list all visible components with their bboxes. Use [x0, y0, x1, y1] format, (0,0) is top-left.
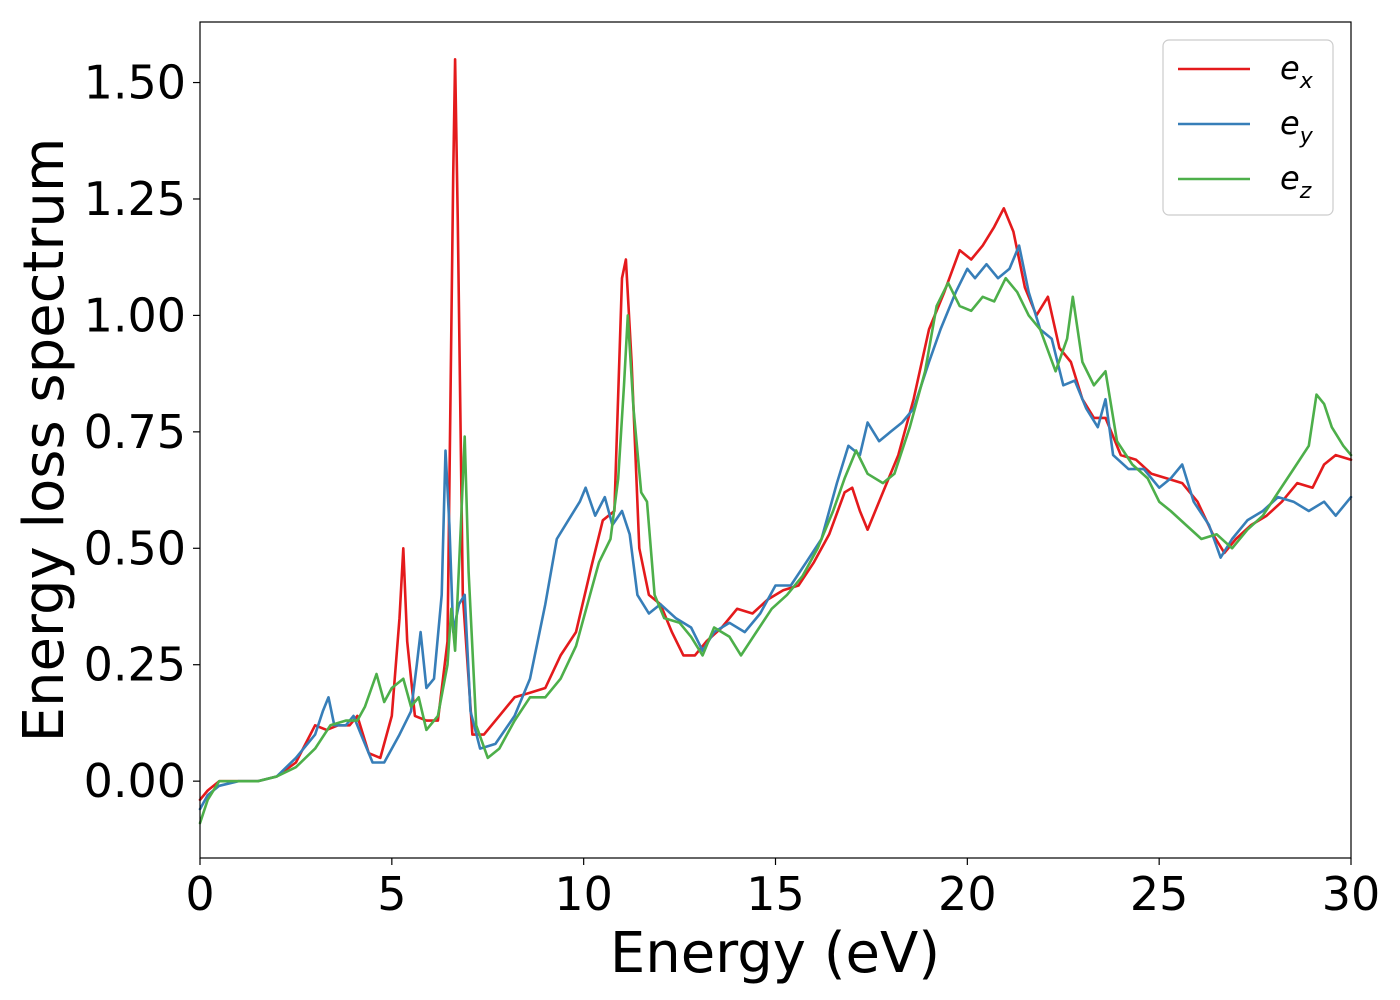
- x-tick-label: 10: [554, 867, 613, 921]
- x-tick-label: 25: [1130, 867, 1189, 921]
- y-tick-label: 0.00: [84, 754, 186, 808]
- y-axis-title: Energy loss spectrum: [12, 138, 77, 743]
- y-tick-label: 0.25: [84, 638, 186, 692]
- x-tick-label: 5: [377, 867, 406, 921]
- series-group: [198, 58, 1353, 825]
- legend-label-subscript: y: [1299, 124, 1314, 149]
- series-line-e-y: [198, 244, 1353, 811]
- legend-label-subscript: x: [1299, 69, 1314, 94]
- y-tick-label: 1.00: [84, 288, 186, 342]
- x-tick-label: 20: [938, 867, 997, 921]
- x-tick-label: 30: [1322, 867, 1381, 921]
- x-axis-title: Energy (eV): [610, 921, 940, 986]
- y-tick-label: 1.50: [84, 56, 186, 110]
- legend-label-subscript: z: [1299, 179, 1312, 204]
- y-tick-label: 0.75: [84, 405, 186, 459]
- x-tick-label: 0: [185, 867, 214, 921]
- series-line-e-z: [198, 276, 1353, 825]
- y-axis-ticks: 0.00 0.25 0.50 0.75 1.00 1.25 1.50: [84, 56, 200, 808]
- legend-box: [1162, 39, 1334, 216]
- y-tick-label: 1.25: [84, 172, 186, 226]
- x-axis-ticks: 0 5 10 15 20 25 30: [185, 858, 1380, 921]
- y-tick-label: 0.50: [84, 521, 186, 575]
- x-tick-label: 15: [746, 867, 805, 921]
